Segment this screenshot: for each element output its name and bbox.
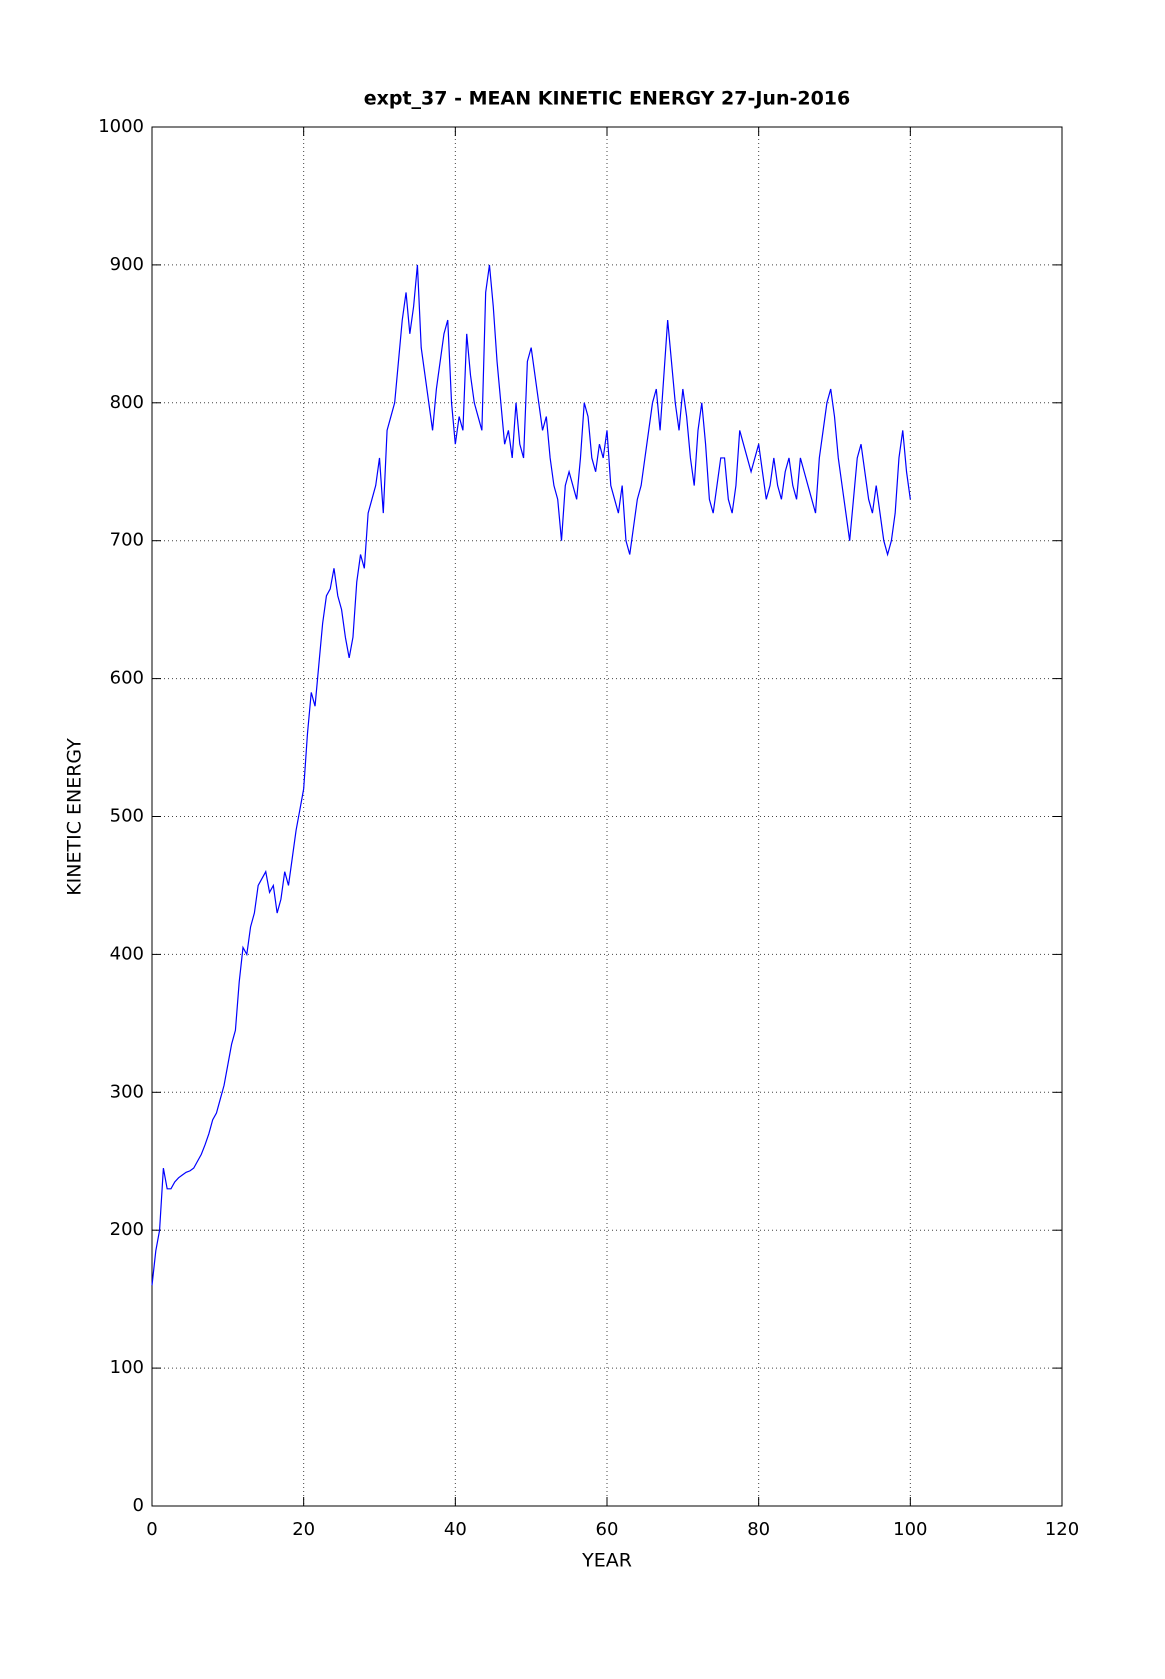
plot-frame — [151, 126, 1063, 1507]
x-tick-label: 120 — [1045, 1519, 1079, 1540]
y-tick-label: 800 — [110, 392, 144, 413]
y-tick-label: 0 — [133, 1495, 144, 1516]
x-axis-label: YEAR — [581, 1550, 632, 1572]
y-tick-label: 900 — [110, 254, 144, 275]
y-tick-label: 400 — [110, 943, 144, 964]
x-tick-label: 80 — [747, 1519, 770, 1540]
x-tick-label: 40 — [444, 1519, 467, 1540]
data-line — [151, 264, 911, 1286]
y-tick-label: 100 — [110, 1357, 144, 1378]
x-tick-label: 60 — [596, 1519, 619, 1540]
chart-title: expt_37 - MEAN KINETIC ENERGY 27-Jun-201… — [364, 88, 851, 110]
x-tick-label: 20 — [292, 1519, 315, 1540]
x-tick-label: 100 — [893, 1519, 927, 1540]
y-tick-label: 200 — [110, 1219, 144, 1240]
y-axis-label: KINETIC ENERGY — [64, 738, 86, 896]
y-tick-label: 700 — [110, 530, 144, 551]
y-tick-label: 300 — [110, 1081, 144, 1102]
y-tick-label: 600 — [110, 668, 144, 689]
y-tick-label: 1000 — [98, 116, 144, 137]
y-tick-label: 500 — [110, 806, 144, 827]
x-tick-label: 0 — [146, 1519, 157, 1540]
